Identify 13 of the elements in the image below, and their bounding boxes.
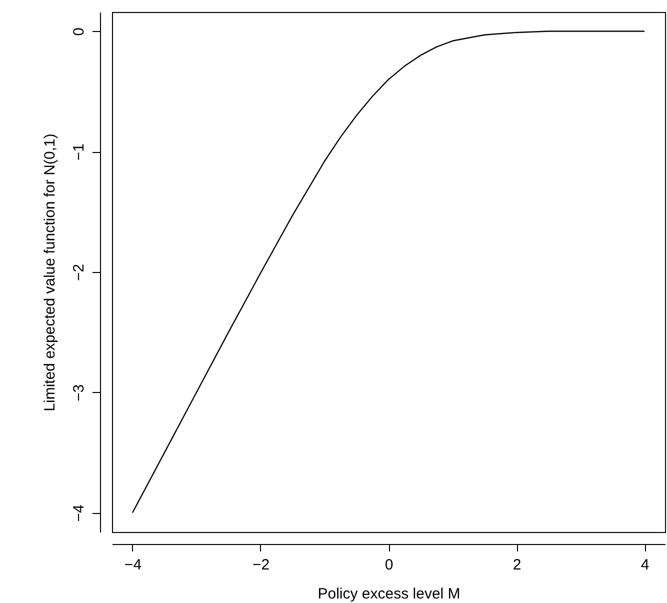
- y-axis-title: Limited expected value function for N(0,1): [42, 134, 58, 412]
- x-tick-label: −4: [124, 556, 142, 574]
- x-tick-label: 2: [512, 556, 522, 574]
- x-tick-label: 4: [640, 556, 650, 574]
- x-tick-label: −2: [252, 556, 270, 574]
- y-tick-label: −2: [70, 264, 88, 282]
- x-axis-title: Policy excess level M: [318, 586, 460, 602]
- line-series: [132, 30, 646, 514]
- y-tick-label: −1: [70, 144, 88, 161]
- y-tick-label: 0: [70, 28, 88, 36]
- y-tick-label: −4: [70, 504, 88, 522]
- x-tick-label: 0: [384, 556, 394, 574]
- y-tick-label: −3: [70, 384, 88, 402]
